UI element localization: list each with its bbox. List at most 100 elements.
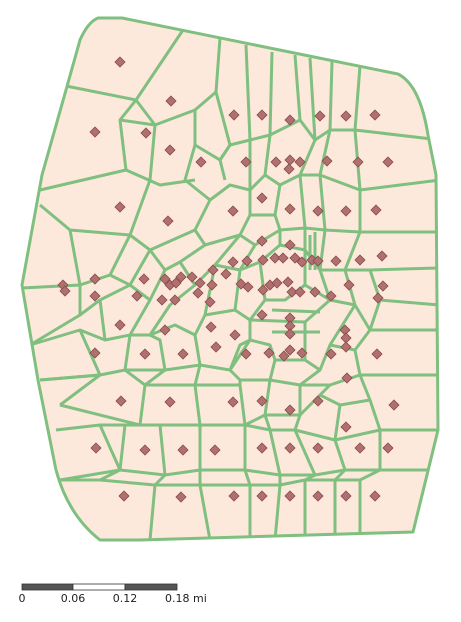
- point-marker: [229, 329, 241, 341]
- point-marker: [340, 110, 352, 122]
- point-marker: [177, 444, 189, 456]
- point-marker: [89, 290, 101, 302]
- point-marker: [227, 396, 239, 408]
- point-marker: [131, 290, 143, 302]
- point-marker: [354, 254, 366, 266]
- scale-bar-segment: [21, 583, 74, 591]
- point-marker: [343, 279, 355, 291]
- point-marker: [354, 442, 366, 454]
- point-marker: [240, 156, 252, 168]
- point-marker: [340, 341, 352, 353]
- point-marker: [282, 276, 294, 288]
- point-marker: [90, 442, 102, 454]
- point-marker: [382, 442, 394, 454]
- point-marker: [284, 203, 296, 215]
- scale-bar-label: 0: [19, 592, 26, 605]
- point-marker: [321, 155, 333, 167]
- point-marker: [340, 490, 352, 502]
- point-marker: [240, 348, 252, 360]
- point-marker: [256, 309, 268, 321]
- scale-bar: 0 0.06 0.12 0.18 mi: [19, 583, 207, 605]
- point-marker: [284, 344, 296, 356]
- point-marker: [271, 277, 283, 289]
- point-marker: [284, 239, 296, 251]
- point-marker: [371, 348, 383, 360]
- point-marker: [114, 319, 126, 331]
- scale-bar-label: 0.06: [61, 592, 86, 605]
- point-marker: [256, 109, 268, 121]
- point-marker: [352, 156, 364, 168]
- point-marker: [312, 255, 324, 267]
- point-marker: [312, 205, 324, 217]
- point-marker: [289, 252, 301, 264]
- point-marker: [194, 277, 206, 289]
- point-marker: [270, 156, 282, 168]
- point-marker: [195, 156, 207, 168]
- point-marker: [325, 290, 337, 302]
- point-marker: [325, 348, 337, 360]
- point-marker: [205, 321, 217, 333]
- point-marker: [89, 126, 101, 138]
- point-marker: [159, 324, 171, 336]
- point-marker: [294, 156, 306, 168]
- point-marker: [162, 215, 174, 227]
- point-marker: [139, 348, 151, 360]
- point-marker: [377, 280, 389, 292]
- point-marker: [242, 281, 254, 293]
- scale-bar-label: 0.12: [113, 592, 138, 605]
- point-marker: [241, 255, 253, 267]
- point-markers: [57, 56, 400, 503]
- point-marker: [115, 395, 127, 407]
- point-marker: [340, 205, 352, 217]
- point-marker: [175, 491, 187, 503]
- point-marker: [277, 252, 289, 264]
- point-marker: [165, 95, 177, 107]
- point-marker: [286, 286, 298, 298]
- point-marker: [169, 294, 181, 306]
- point-marker: [370, 204, 382, 216]
- point-marker: [382, 156, 394, 168]
- voronoi-cell-edges: [22, 29, 438, 540]
- point-marker: [89, 347, 101, 359]
- point-marker: [296, 347, 308, 359]
- point-marker: [207, 264, 219, 276]
- point-marker: [312, 395, 324, 407]
- point-marker: [156, 294, 168, 306]
- point-marker: [369, 490, 381, 502]
- point-marker: [204, 296, 216, 308]
- point-marker: [206, 279, 218, 291]
- point-marker: [228, 109, 240, 121]
- point-marker: [257, 254, 269, 266]
- point-marker: [312, 490, 324, 502]
- point-marker: [284, 442, 296, 454]
- point-marker: [309, 286, 321, 298]
- point-marker: [256, 235, 268, 247]
- point-marker: [186, 271, 198, 283]
- point-marker: [284, 490, 296, 502]
- point-marker: [256, 395, 268, 407]
- point-marker: [139, 444, 151, 456]
- point-marker: [164, 144, 176, 156]
- point-marker: [220, 268, 232, 280]
- point-marker: [256, 192, 268, 204]
- point-marker: [170, 277, 182, 289]
- point-marker: [263, 347, 275, 359]
- point-marker: [284, 114, 296, 126]
- point-marker: [283, 163, 295, 175]
- point-marker: [159, 273, 171, 285]
- point-marker: [114, 56, 126, 68]
- point-marker: [256, 490, 268, 502]
- point-marker: [114, 201, 126, 213]
- point-marker: [372, 292, 384, 304]
- point-marker: [388, 399, 400, 411]
- point-marker: [294, 286, 306, 298]
- scale-bar-segment: [124, 583, 178, 591]
- point-marker: [314, 110, 326, 122]
- point-marker: [312, 442, 324, 454]
- point-marker: [227, 256, 239, 268]
- point-marker: [376, 250, 388, 262]
- point-marker: [175, 271, 187, 283]
- map-outline: [20, 16, 440, 542]
- point-marker: [192, 287, 204, 299]
